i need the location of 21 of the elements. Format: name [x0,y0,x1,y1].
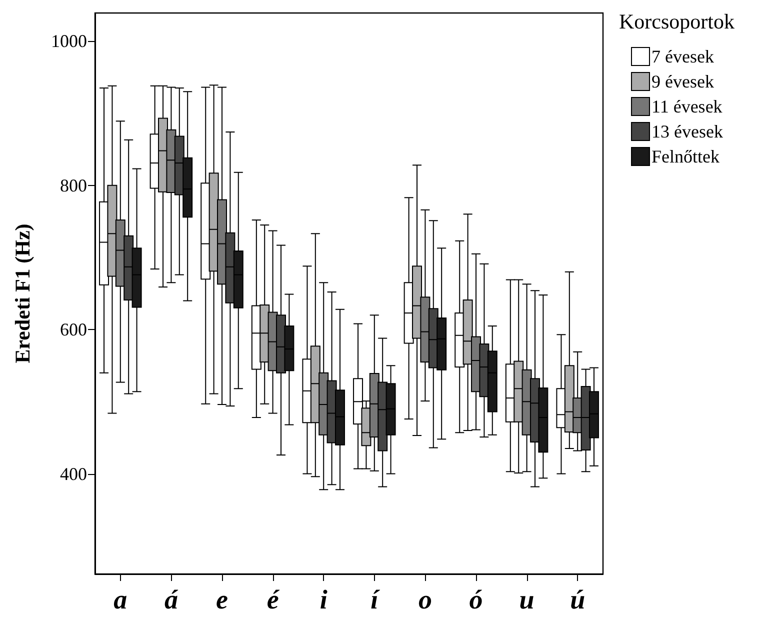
x-tick-label: a [114,584,128,614]
legend-label: 9 évesek [652,72,714,92]
x-tick-label: u [519,584,534,614]
y-tick-label: 800 [60,175,87,196]
x-tick-label: í [370,584,381,614]
y-tick-label: 1000 [51,31,87,52]
x-tick-label: e [216,584,228,614]
legend-label: 13 évesek [652,122,723,142]
x-tick-label: á [164,584,178,614]
legend-label: Felnőttek [652,146,720,166]
x-tick-label: ú [570,584,586,614]
legend-label: 7 évesek [652,46,714,66]
legend-title: Korcsoportok [619,10,735,34]
y-axis-title: Eredeti F1 (Hz) [10,224,34,364]
x-tick-label: ó [469,584,483,614]
x-tick-label: i [320,584,328,614]
x-tick-label: é [266,584,280,614]
legend-label: 11 évesek [652,96,722,116]
y-tick-label: 600 [60,320,87,340]
x-tick-label: o [418,584,432,614]
y-tick-label: 400 [60,464,87,484]
